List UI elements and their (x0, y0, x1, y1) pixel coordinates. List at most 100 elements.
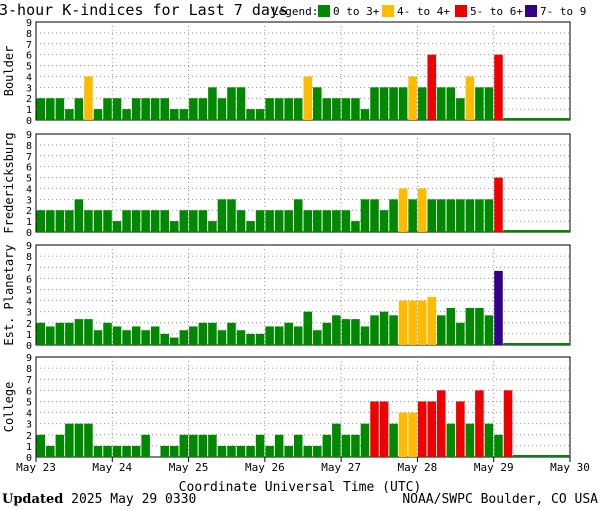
k-index-bar (484, 423, 494, 457)
k-index-bar (55, 98, 65, 120)
k-index-bar (417, 188, 427, 232)
k-index-bar (208, 434, 217, 457)
credit-text: NOAA/SWPC Boulder, CO USA (402, 492, 598, 507)
k-index-bar (370, 401, 379, 457)
k-index-bar (255, 333, 265, 345)
k-index-bar (103, 98, 112, 120)
x-axis-label: Coordinate Universal Time (UTC) (179, 480, 422, 495)
k-index-bar (417, 87, 427, 120)
k-index-bar (284, 98, 293, 120)
k-index-bar (227, 199, 236, 232)
k-index-bar (456, 199, 465, 232)
k-index-bar (398, 412, 408, 457)
k-index-bar (93, 210, 103, 232)
k-index-bar (93, 109, 103, 120)
k-index-bar (417, 401, 427, 457)
k-index-bar (170, 221, 179, 232)
k-index-bar (36, 434, 46, 457)
y-tick-label: 0 (26, 116, 32, 127)
k-index-bar (55, 322, 65, 345)
k-index-bar (313, 445, 322, 457)
k-index-bar (379, 210, 389, 232)
panel-frame (35, 356, 571, 458)
y-tick-label: 8 (26, 29, 32, 40)
k-index-bar (274, 326, 284, 345)
k-index-bar (398, 300, 408, 345)
k-index-bar (84, 76, 93, 120)
k-index-bar (313, 330, 322, 345)
k-index-bar (284, 445, 293, 457)
k-index-bar (265, 210, 274, 232)
y-tick-label: 1 (26, 105, 32, 116)
k-index-bar (370, 87, 379, 120)
k-index-bar (122, 445, 131, 457)
y-tick-label: 1 (26, 217, 32, 228)
k-index-bar (246, 445, 255, 457)
legend-item-label: 4- to 4+ (397, 5, 450, 18)
y-tick-label: 3 (26, 195, 32, 206)
k-index-bar (131, 326, 141, 345)
k-index-bar (103, 322, 112, 345)
x-tick-label: May 30 (550, 461, 590, 474)
k-index-bar (65, 210, 74, 232)
k-index-bar (255, 109, 265, 120)
k-index-bar (179, 109, 189, 120)
k-index-bar (427, 296, 436, 345)
y-tick-label: 6 (26, 51, 32, 62)
k-index-bar (170, 109, 179, 120)
k-index-bar (150, 326, 160, 345)
k-index-bar (475, 308, 484, 345)
k-index-bar (303, 210, 313, 232)
k-index-bar (370, 199, 379, 232)
updated-value: 2025 May 29 0330 (71, 492, 197, 507)
panel-station-name: Boulder (2, 46, 16, 97)
k-index-bar (170, 445, 179, 457)
k-index-bar (322, 434, 332, 457)
k-index-bar (208, 221, 217, 232)
k-index-bar (379, 87, 389, 120)
k-index-bar (437, 390, 446, 457)
k-index-bar (408, 300, 417, 345)
k-index-bar (398, 87, 408, 120)
k-index-bar (189, 434, 198, 457)
k-index-bar (465, 76, 475, 120)
k-index-bar (274, 434, 284, 457)
y-tick-label: 0 (26, 341, 32, 352)
y-tick-label: 7 (26, 375, 32, 386)
legend-label: Legend: (272, 5, 318, 18)
k-index-bar (313, 210, 322, 232)
k-index-bar (427, 199, 436, 232)
y-tick-label: 8 (26, 141, 32, 152)
k-index-bar (198, 434, 208, 457)
k-index-bar (46, 210, 55, 232)
k-index-bar (303, 311, 313, 345)
k-index-bar (313, 87, 322, 120)
k-index-bar (484, 199, 494, 232)
x-tick-label: May 25 (169, 461, 209, 474)
legend-item: 0 to 3+ (318, 5, 380, 18)
k-index-bar (65, 322, 74, 345)
k-index-bar (389, 87, 398, 120)
k-index-bar (141, 330, 150, 345)
k-index-bar (351, 319, 360, 345)
k-index-bar (141, 210, 150, 232)
y-tick-label: 4 (26, 297, 32, 308)
k-index-bar (227, 87, 236, 120)
k-index-bar (494, 270, 503, 345)
k-index-bar (351, 98, 360, 120)
k-index-bar (84, 423, 93, 457)
k-index-bar (198, 210, 208, 232)
k-index-bar (475, 87, 484, 120)
y-tick-label: 9 (26, 18, 32, 29)
k-index-bar (255, 210, 265, 232)
k-index-bar (322, 322, 332, 345)
k-index-bar (150, 98, 160, 120)
k-index-bar (122, 330, 131, 345)
k-index-bar (198, 98, 208, 120)
panel-frame (35, 21, 571, 121)
k-index-bar (179, 434, 189, 457)
k-index-bar (265, 445, 274, 457)
k-index-bar (341, 210, 351, 232)
y-tick-label: 5 (26, 397, 32, 408)
